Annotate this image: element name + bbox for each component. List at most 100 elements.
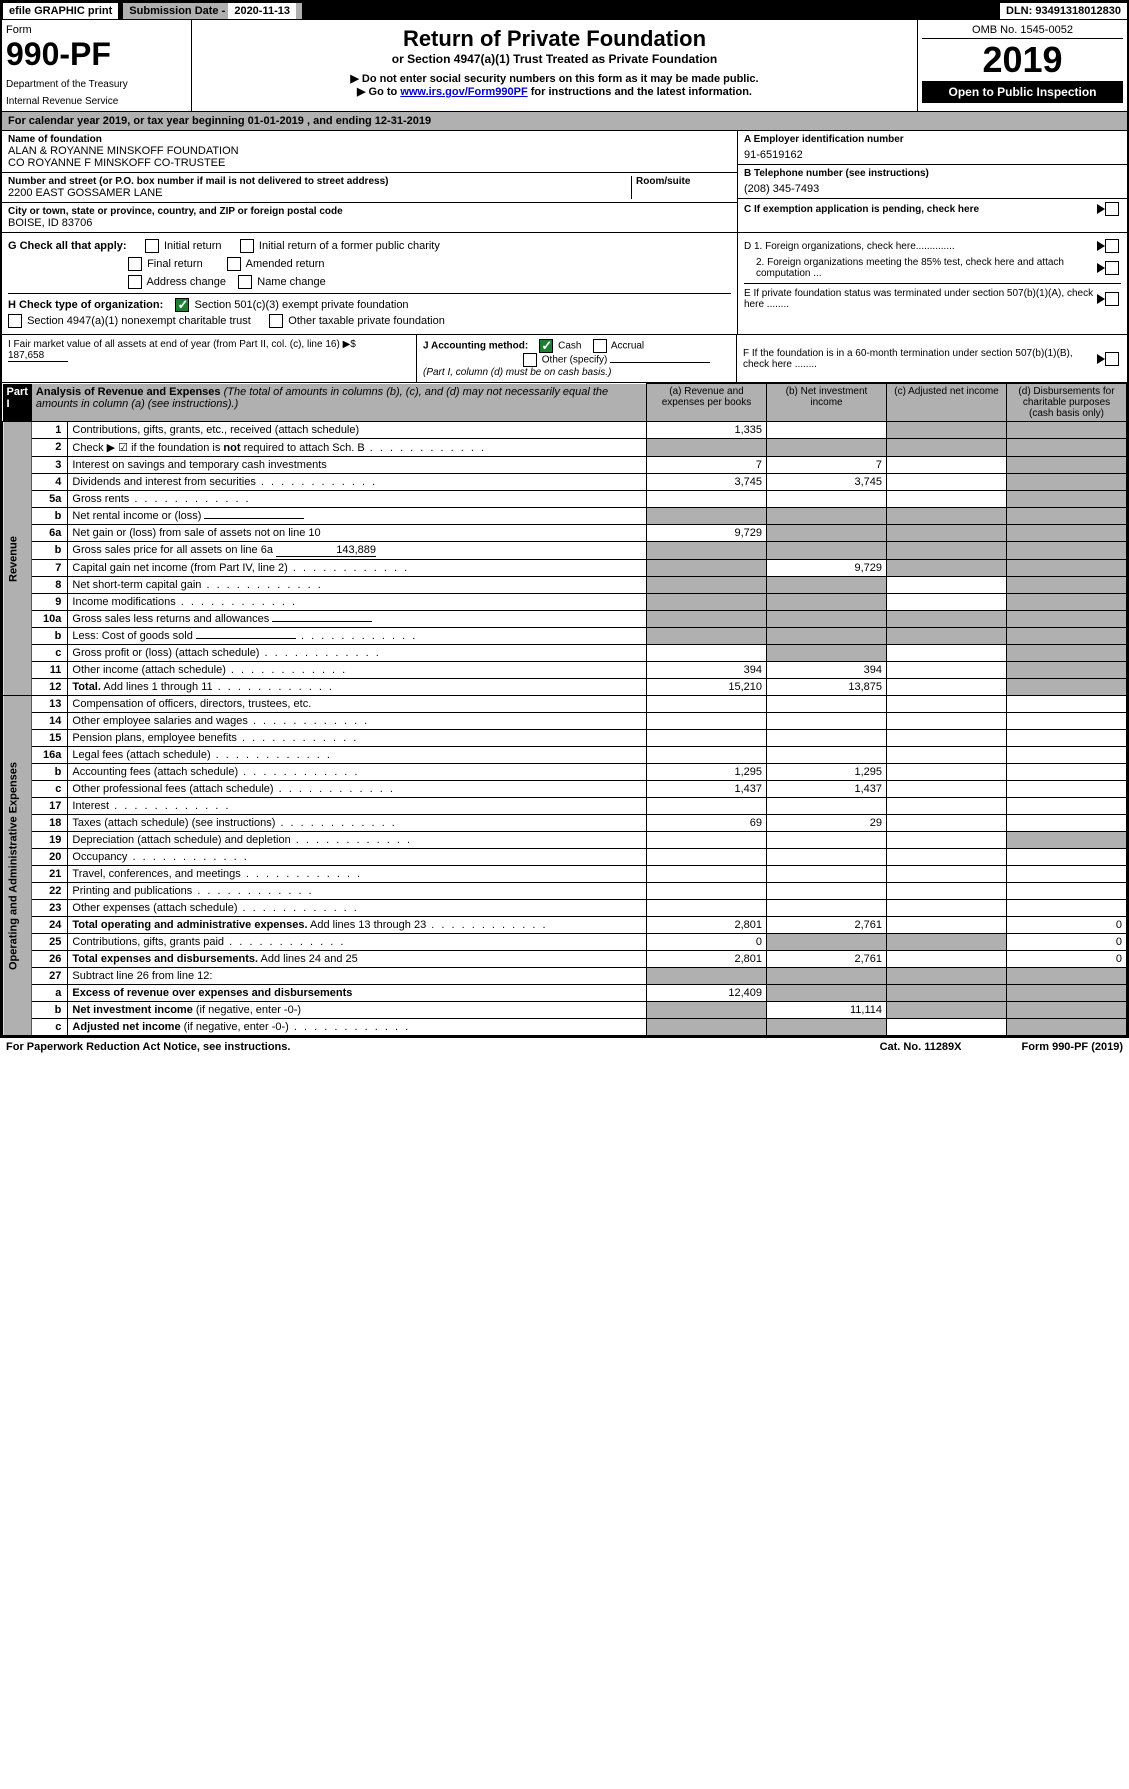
amount-cell: [887, 662, 1007, 679]
line-number: a: [32, 985, 68, 1002]
501c3-checkbox[interactable]: [175, 298, 189, 312]
amended-return-checkbox[interactable]: [227, 257, 241, 271]
4947-checkbox[interactable]: [8, 314, 22, 328]
amount-cell: [887, 1019, 1007, 1036]
line-number: 14: [32, 713, 68, 730]
amount-cell: 1,437: [647, 781, 767, 798]
amount-cell: 2,761: [767, 917, 887, 934]
initial-return-checkbox[interactable]: [145, 239, 159, 253]
amount-cell: [1007, 866, 1127, 883]
accrual-checkbox[interactable]: [593, 339, 607, 353]
line-number: 7: [32, 560, 68, 577]
efile-label: efile GRAPHIC print: [2, 2, 119, 20]
amount-cell: 0: [1007, 934, 1127, 951]
amount-cell: [647, 508, 767, 525]
cash-checkbox[interactable]: [539, 339, 553, 353]
amount-cell: 3,745: [767, 474, 887, 491]
address-change-checkbox[interactable]: [128, 275, 142, 289]
amount-cell: [647, 1019, 767, 1036]
amount-cell: [767, 439, 887, 457]
amount-cell: [767, 747, 887, 764]
exemption-checkbox[interactable]: [1105, 202, 1119, 216]
ein: 91-6519162: [744, 149, 1121, 161]
line-description: Total operating and administrative expen…: [68, 917, 647, 934]
amount-cell: [887, 747, 1007, 764]
line-description: Total expenses and disbursements. Add li…: [68, 951, 647, 968]
line-number: 17: [32, 798, 68, 815]
line-description: Total. Add lines 1 through 11: [68, 679, 647, 696]
irs-link[interactable]: www.irs.gov/Form990PF: [400, 86, 527, 98]
amount-cell: [887, 628, 1007, 645]
amount-cell: [1007, 422, 1127, 439]
amount-cell: [887, 730, 1007, 747]
line-description: Gross profit or (loss) (attach schedule): [68, 645, 647, 662]
line-description: Adjusted net income (if negative, enter …: [68, 1019, 647, 1036]
amount-cell: [647, 849, 767, 866]
amount-cell: [647, 696, 767, 713]
form-subtitle: or Section 4947(a)(1) Trust Treated as P…: [198, 52, 911, 66]
line-description: Income modifications: [68, 594, 647, 611]
amount-cell: [647, 560, 767, 577]
foreign-85-checkbox[interactable]: [1105, 261, 1119, 275]
amount-cell: [647, 577, 767, 594]
bottom-section: I Fair market value of all assets at end…: [2, 335, 1127, 383]
amount-cell: [647, 611, 767, 628]
final-return-checkbox[interactable]: [128, 257, 142, 271]
initial-former-checkbox[interactable]: [240, 239, 254, 253]
amount-cell: [767, 985, 887, 1002]
amount-cell: 9,729: [647, 525, 767, 542]
dln-label: DLN: 93491318012830: [1000, 3, 1127, 19]
amount-cell: [887, 968, 1007, 985]
arrow-icon: [1097, 204, 1105, 214]
page-footer: For Paperwork Reduction Act Notice, see …: [0, 1038, 1129, 1056]
amount-cell: [887, 764, 1007, 781]
amount-cell: [887, 1002, 1007, 1019]
amount-cell: [1007, 985, 1127, 1002]
department: Department of the Treasury: [6, 79, 187, 90]
line-number: 24: [32, 917, 68, 934]
other-method-checkbox[interactable]: [523, 353, 537, 367]
part1-label: Part I: [3, 384, 32, 422]
amount-cell: 1,437: [767, 781, 887, 798]
note-link: ▶ Go to www.irs.gov/Form990PF for instru…: [198, 85, 911, 98]
amount-cell: [887, 883, 1007, 900]
section-side-label: Operating and Administrative Expenses: [3, 696, 32, 1036]
amount-cell: [887, 849, 1007, 866]
line-number: b: [32, 628, 68, 645]
name-change-checkbox[interactable]: [238, 275, 252, 289]
line-number: 22: [32, 883, 68, 900]
other-taxable-checkbox[interactable]: [269, 314, 283, 328]
line-number: b: [32, 542, 68, 560]
60month-checkbox[interactable]: [1105, 352, 1119, 366]
line-description: Accounting fees (attach schedule): [68, 764, 647, 781]
form-ref: Form 990-PF (2019): [1022, 1041, 1123, 1053]
amount-cell: [887, 934, 1007, 951]
line-number: 11: [32, 662, 68, 679]
amount-cell: [1007, 662, 1127, 679]
line-number: 4: [32, 474, 68, 491]
line-number: 26: [32, 951, 68, 968]
amount-cell: [767, 730, 887, 747]
amount-cell: [1007, 1019, 1127, 1036]
line-description: Gross sales less returns and allowances: [68, 611, 647, 628]
amount-cell: [887, 508, 1007, 525]
amount-cell: [887, 815, 1007, 832]
phone-cell: B Telephone number (see instructions) (2…: [738, 165, 1127, 199]
line-description: Interest on savings and temporary cash i…: [68, 457, 647, 474]
amount-cell: [887, 781, 1007, 798]
terminated-checkbox[interactable]: [1105, 292, 1119, 306]
amount-cell: [1007, 781, 1127, 798]
line-description: Net investment income (if negative, ente…: [68, 1002, 647, 1019]
line-number: b: [32, 1002, 68, 1019]
line-description: Pension plans, employee benefits: [68, 730, 647, 747]
line-description: Travel, conferences, and meetings: [68, 866, 647, 883]
line-description: Other expenses (attach schedule): [68, 900, 647, 917]
note-ssn: ▶ Do not enter social security numbers o…: [198, 72, 911, 85]
line-number: 27: [32, 968, 68, 985]
foreign-org-checkbox[interactable]: [1105, 239, 1119, 253]
amount-cell: [647, 730, 767, 747]
amount-cell: [647, 439, 767, 457]
amount-cell: 0: [647, 934, 767, 951]
amount-cell: [1007, 883, 1127, 900]
check-section-g: G Check all that apply: Initial return I…: [2, 233, 1127, 335]
